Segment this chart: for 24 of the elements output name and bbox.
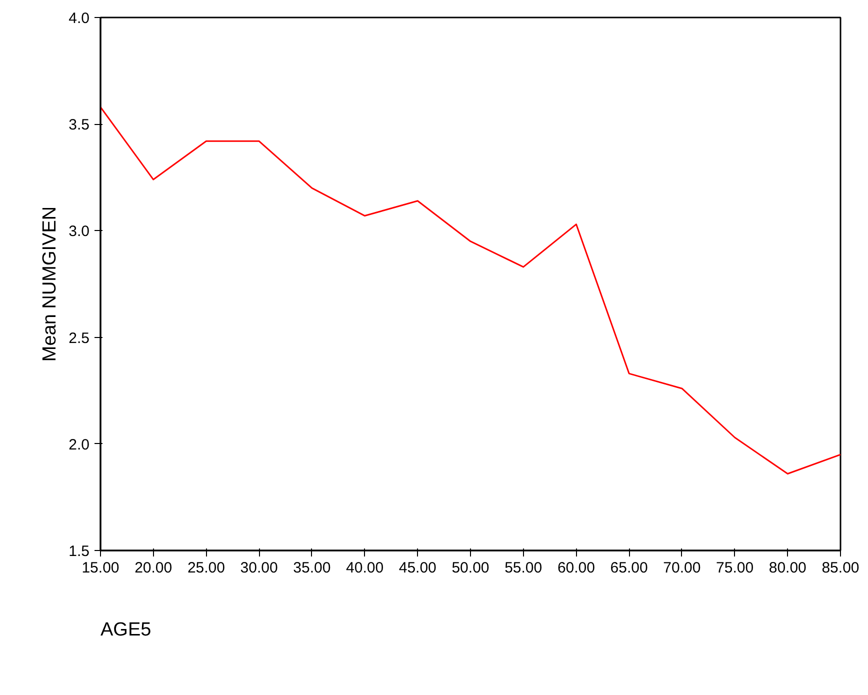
x-tick-label: 25.00 (187, 560, 225, 576)
x-tick-label: 70.00 (663, 560, 701, 576)
y-tick-label: 3.5 (68, 116, 90, 134)
x-tick-label: 75.00 (716, 560, 754, 576)
x-tick-label: 50.00 (452, 560, 490, 576)
x-tick-label: 80.00 (768, 560, 806, 576)
x-tick-label: 40.00 (346, 560, 384, 576)
x-tick-label: 15.00 (82, 560, 120, 576)
x-tick-label: 60.00 (557, 560, 595, 576)
y-tick-label: 2.5 (68, 330, 90, 347)
y-axis-title: Mean NUMGIVEN (40, 206, 61, 362)
y-tick-label: 1.5 (68, 543, 90, 560)
x-tick-label: 85.00 (822, 560, 860, 576)
x-tick-label: 35.00 (293, 560, 331, 576)
x-tick-label: 55.00 (504, 560, 542, 576)
y-tick-label: 3.0 (68, 223, 90, 240)
x-tick-label: 45.00 (398, 560, 436, 576)
x-tick-label: 30.00 (240, 560, 278, 576)
y-tick-label: 2.0 (68, 436, 90, 454)
x-tick-label: 20.00 (134, 560, 172, 576)
line-series (100, 106, 840, 474)
y-tick-label: 4.0 (68, 10, 90, 27)
x-axis-title: AGE5 (100, 620, 152, 640)
x-tick-label: 65.00 (610, 560, 648, 576)
